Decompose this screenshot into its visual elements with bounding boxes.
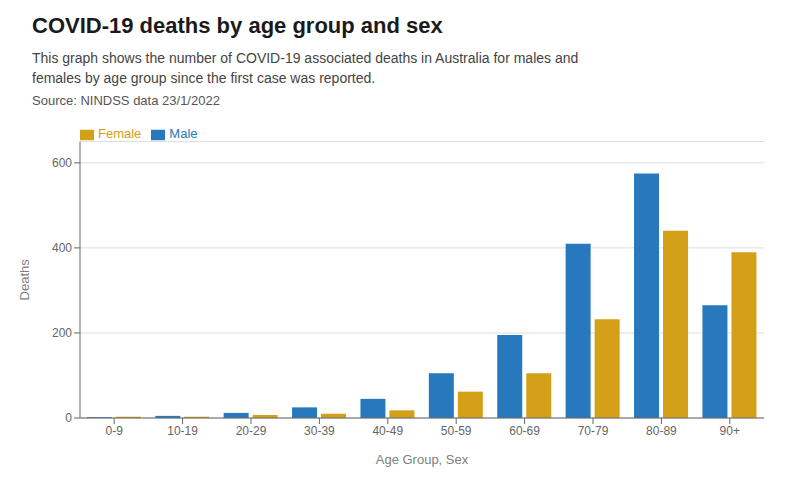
svg-text:Deaths: Deaths <box>17 259 32 301</box>
svg-text:30-39: 30-39 <box>304 424 335 438</box>
svg-text:600: 600 <box>52 156 72 170</box>
html-text:COVID-19 deaths by age group a: COVID-19 deaths by age group and sex <box>32 13 443 38</box>
html-text:Source: NINDSS data 23/1/2022: Source: NINDSS data 23/1/2022 <box>32 93 220 108</box>
svg-text:0: 0 <box>65 411 72 425</box>
svg-text:400: 400 <box>52 241 72 255</box>
svg-text:70-79: 70-79 <box>578 424 609 438</box>
svg-text:40-49: 40-49 <box>372 424 403 438</box>
svg-text:90+: 90+ <box>720 424 740 438</box>
html-text:females by age group since the: females by age group since the first cas… <box>32 70 376 86</box>
svg-text:50-59: 50-59 <box>441 424 472 438</box>
svg-text:10-19: 10-19 <box>167 424 198 438</box>
html-text:Male: Male <box>169 126 198 141</box>
html-text:This graph shows the number of: This graph shows the number of COVID-19 … <box>32 50 579 66</box>
svg-text:20-29: 20-29 <box>236 424 267 438</box>
svg-text:80-89: 80-89 <box>646 424 677 438</box>
svg-text:0-9: 0-9 <box>106 424 124 438</box>
svg-text:60-69: 60-69 <box>509 424 540 438</box>
svg-text:Age Group, Sex: Age Group, Sex <box>376 452 469 467</box>
html-text:Female: Female <box>98 126 142 141</box>
svg-text:200: 200 <box>52 326 72 340</box>
